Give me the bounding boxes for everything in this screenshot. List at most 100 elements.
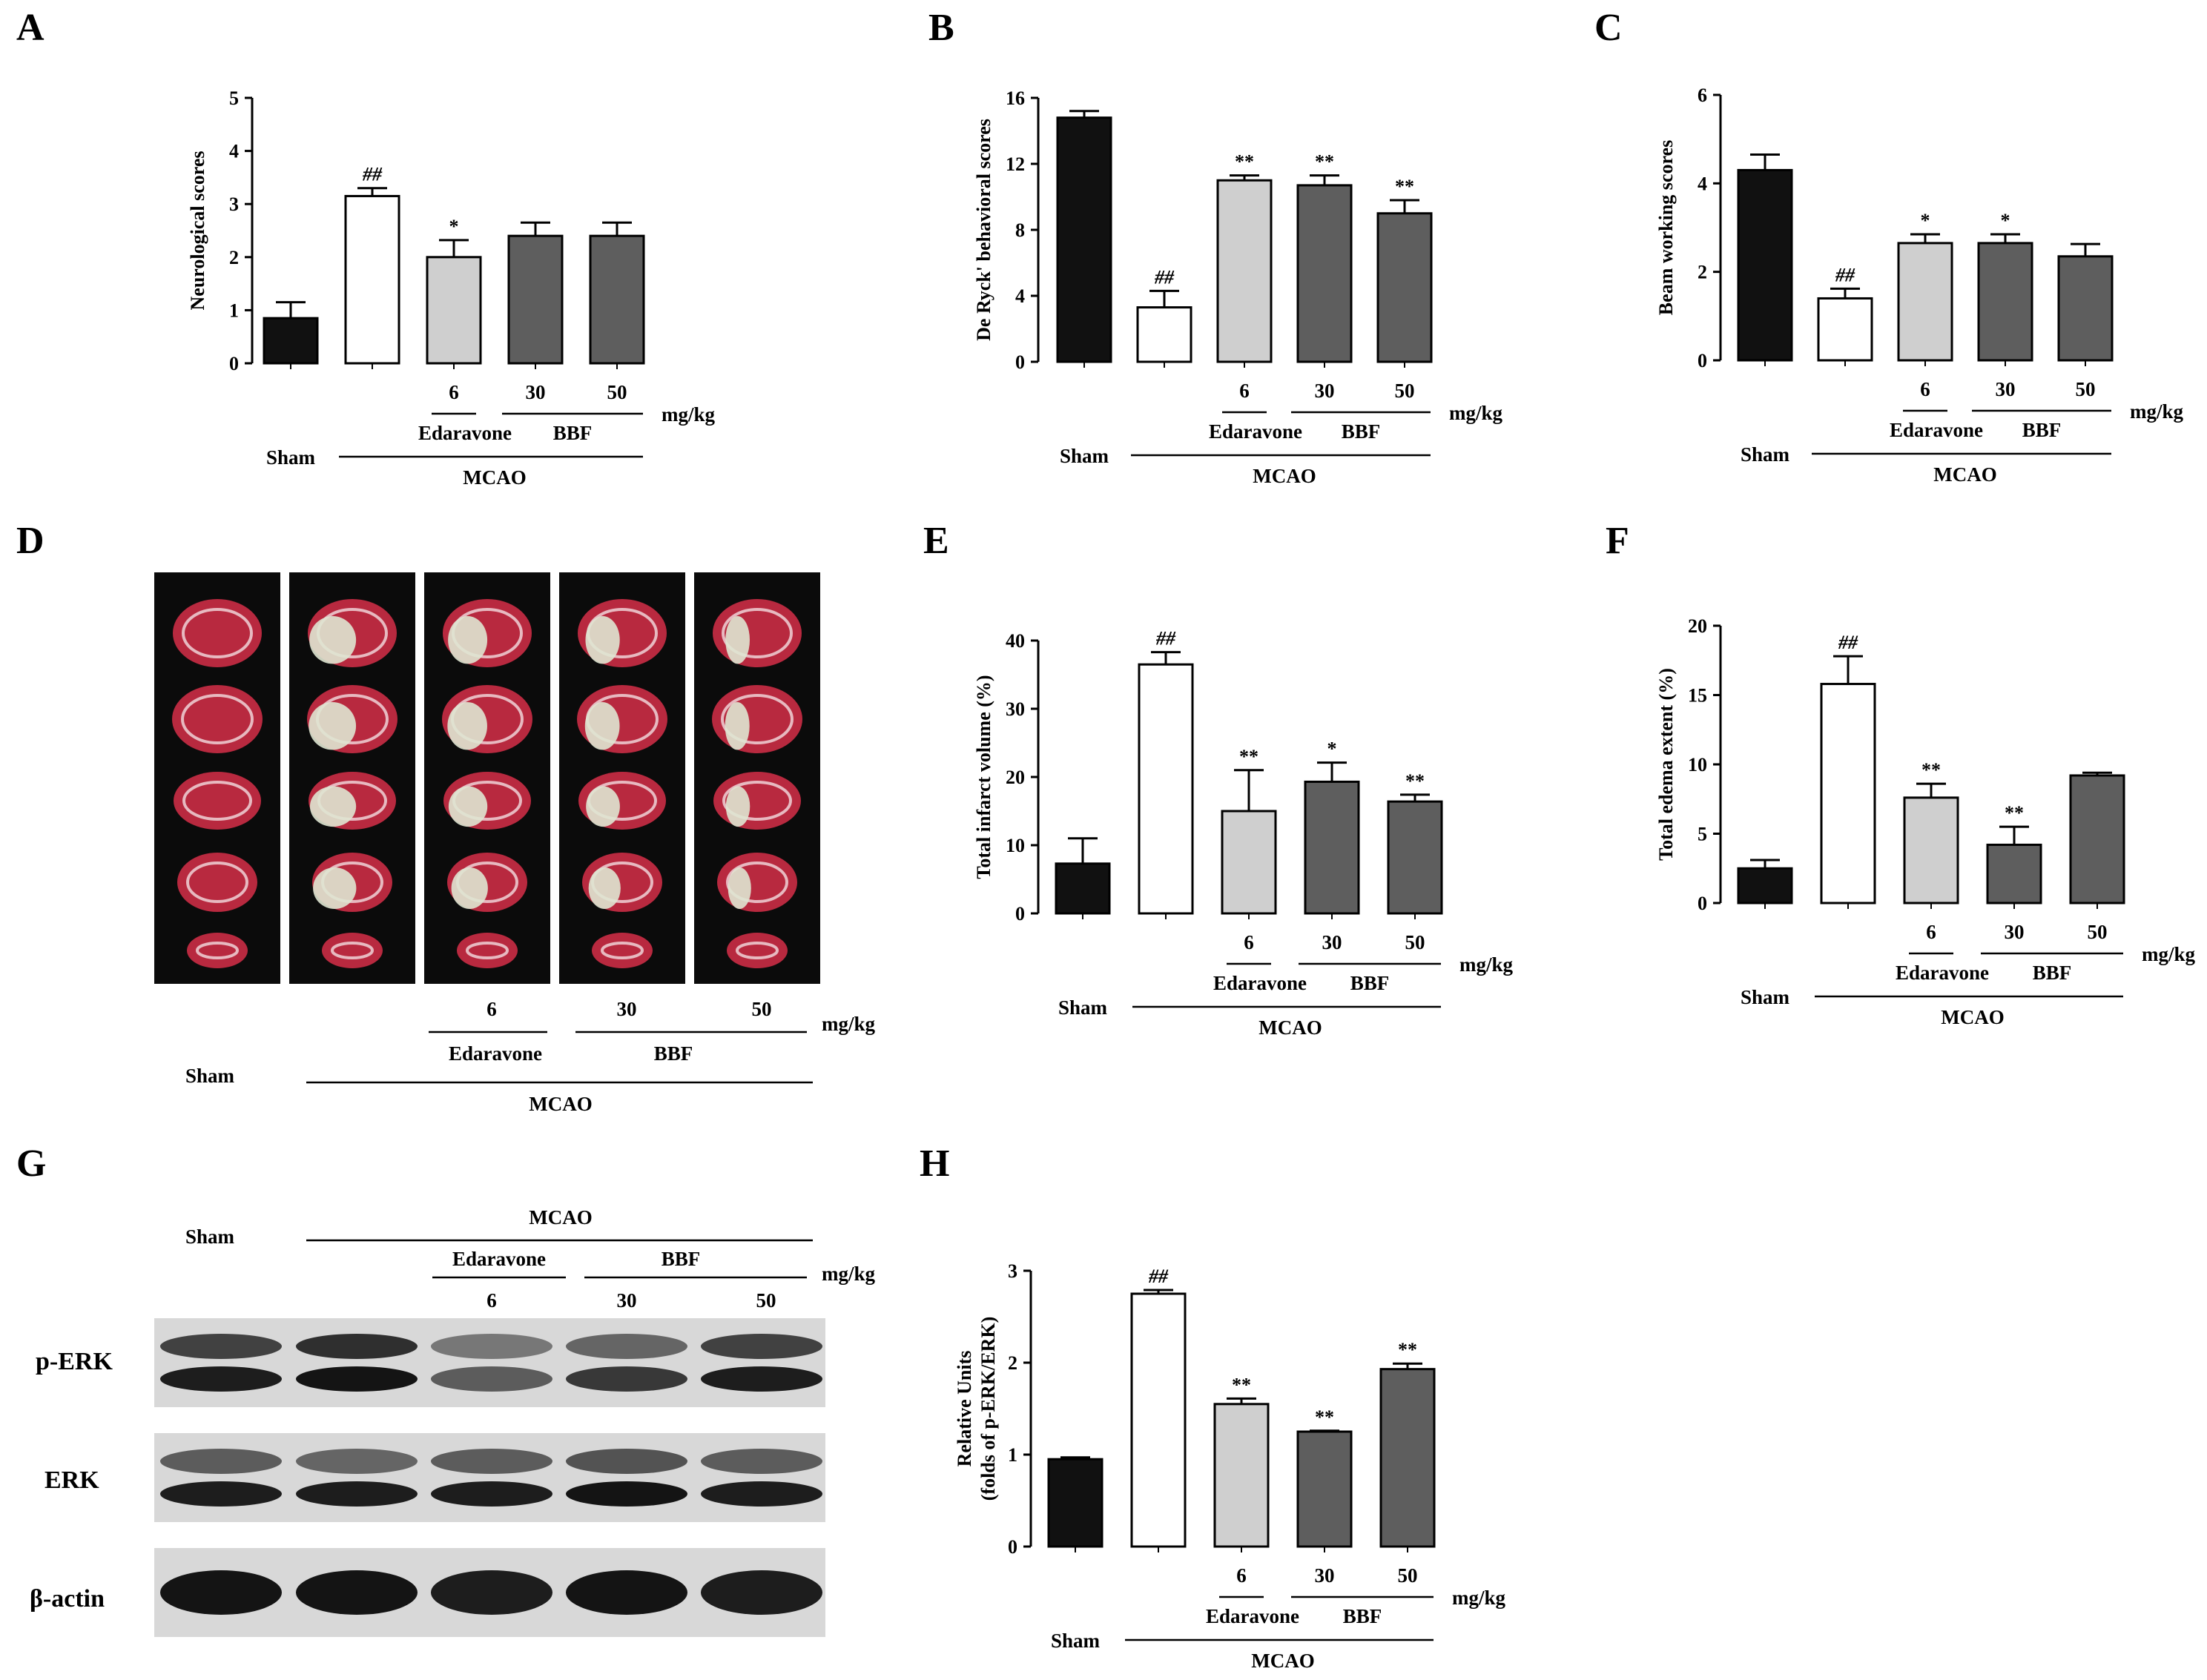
bar — [589, 234, 645, 365]
blot-band — [160, 1481, 282, 1507]
y-tick-label: 4 — [1698, 173, 1707, 194]
significance-mark: ** — [1405, 770, 1425, 792]
brain-slice-detail — [466, 942, 509, 959]
significance-mark: ** — [1235, 151, 1254, 173]
y-tick-label: 0 — [1015, 351, 1025, 373]
blot-band — [701, 1334, 822, 1359]
unit-label: mg/kg — [2142, 943, 2196, 965]
bar — [2057, 255, 2114, 362]
blot-band — [566, 1334, 687, 1359]
bar — [507, 234, 564, 365]
panel-label-b: B — [928, 7, 954, 49]
infarct-region — [584, 702, 620, 750]
significance-mark: ** — [1315, 151, 1334, 173]
bar — [1379, 1368, 1436, 1548]
bar — [1817, 297, 1873, 362]
blot-band — [296, 1570, 418, 1615]
brain-slice — [174, 772, 261, 830]
bar — [1304, 780, 1360, 915]
unit-label: mg/kg — [662, 403, 716, 426]
y-tick-label: 2 — [1698, 262, 1707, 283]
significance-mark: ## — [1835, 264, 1855, 285]
brain-slice-detail — [196, 942, 239, 959]
significance-mark: ** — [1239, 746, 1258, 767]
significance-mark: ## — [1155, 628, 1176, 649]
dose-label-bbf-30: 30 — [617, 1289, 637, 1312]
y-tick-label: 3 — [229, 194, 239, 215]
group-label-mcao: MCAO — [529, 1206, 592, 1228]
blot-band — [431, 1366, 552, 1392]
dose-label-bbf-30: 30 — [1996, 378, 2016, 400]
bar — [1820, 683, 1876, 905]
brain-slice-detail — [186, 862, 248, 903]
infarct-region — [725, 702, 750, 750]
y-axis-label-2: (folds of p-ERK/ERK) — [977, 1317, 999, 1501]
brain-slice-detail — [726, 862, 788, 903]
blot-band — [296, 1334, 418, 1359]
brain-slice-detail — [331, 942, 374, 959]
blot-band — [431, 1334, 552, 1359]
unit-label: mg/kg — [1459, 953, 1514, 976]
blot-strip — [154, 1433, 825, 1522]
infarct-region — [725, 786, 750, 827]
bar — [1216, 179, 1273, 363]
bar — [1221, 810, 1277, 915]
blot-label-p-erk: p-ERK — [36, 1348, 113, 1375]
dose-label-bbf-30: 30 — [1315, 1564, 1335, 1587]
group-label-sham: Sham — [266, 446, 316, 469]
infarct-region — [588, 867, 621, 909]
dose-label-edaravone: 6 — [1920, 378, 1930, 400]
infarct-region — [728, 867, 751, 909]
group-label-edaravone: Edaravone — [1896, 962, 1989, 984]
dose-label-bbf-50: 50 — [1398, 1564, 1418, 1587]
bar — [1376, 212, 1433, 363]
bar — [1213, 1403, 1270, 1548]
group-label-bbf: BBF — [1342, 420, 1381, 443]
ttc-slices-image — [154, 572, 822, 984]
infarct-region — [586, 786, 620, 827]
blot-band — [431, 1570, 552, 1615]
significance-mark: ** — [1398, 1339, 1417, 1360]
group-label-bbf: BBF — [1343, 1605, 1382, 1627]
chart-c-beam-working-scores: 0 2 4 6 Beam working scores ## * * 6 30 50 mg/kg Eda… — [1655, 85, 2184, 486]
blot-band — [566, 1449, 687, 1474]
group-label-bbf: BBF — [654, 1042, 693, 1065]
group-label-mcao: MCAO — [1933, 463, 1996, 486]
unit-label: mg/kg — [822, 1013, 876, 1035]
blot-band — [296, 1449, 418, 1474]
group-label-edaravone: Edaravone — [1890, 419, 1983, 441]
blot-band — [160, 1334, 282, 1359]
brain-slice-detail — [181, 694, 254, 744]
bar — [1387, 800, 1443, 915]
panel-label-g: G — [16, 1142, 47, 1185]
blot-band — [296, 1481, 418, 1507]
y-tick-label: 4 — [1015, 285, 1025, 307]
group-label-bbf: BBF — [2033, 962, 2072, 984]
dose-label-bbf-50: 50 — [1405, 931, 1425, 953]
y-tick-label: 10 — [1688, 754, 1707, 775]
brain-slice — [457, 933, 518, 968]
y-tick-label: 30 — [1006, 698, 1025, 720]
y-tick-label: 0 — [1698, 350, 1707, 371]
y-tick-label: 1 — [1008, 1444, 1017, 1466]
significance-mark: ## — [1154, 266, 1175, 288]
brain-slice-detail — [736, 942, 779, 959]
group-label-bbf: BBF — [553, 422, 593, 444]
bar — [1056, 116, 1112, 363]
bar — [1136, 306, 1192, 363]
y-tick-label: 15 — [1688, 685, 1707, 707]
dose-label-edaravone: 6 — [1236, 1564, 1247, 1587]
bar — [263, 317, 319, 365]
infarct-region — [451, 867, 488, 909]
y-tick-label: 4 — [229, 141, 239, 162]
y-axis-label: Total infarct volume (%) — [973, 675, 994, 879]
group-label-sham: Sham — [1058, 996, 1108, 1019]
significance-mark: ** — [2005, 802, 2024, 824]
y-tick-label: 6 — [1698, 85, 1707, 106]
y-tick-label: 5 — [229, 87, 239, 109]
blot-band — [566, 1481, 687, 1507]
western-blot-image — [154, 1318, 825, 1637]
infarct-region — [448, 786, 488, 827]
brain-slice-detail — [182, 781, 252, 821]
